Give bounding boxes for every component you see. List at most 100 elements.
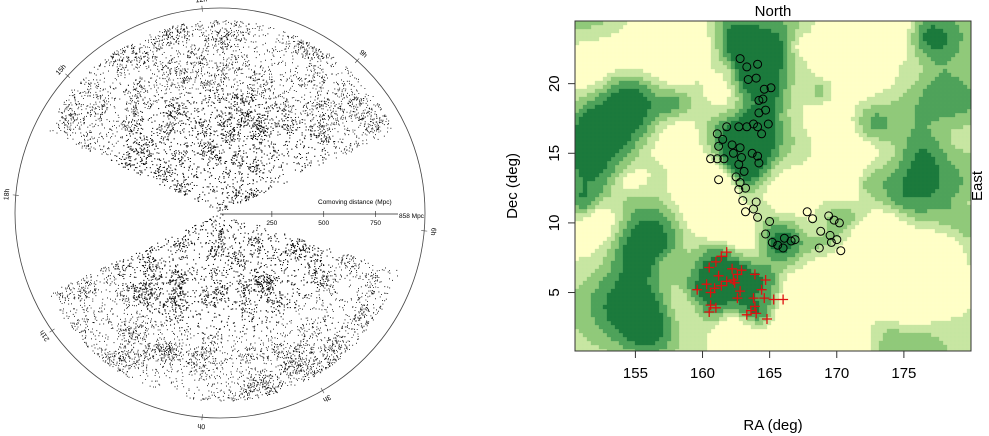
plus-marker bbox=[709, 283, 720, 294]
scale-bar-label: Comoving distance (Mpc) bbox=[318, 199, 392, 206]
ra-tick bbox=[12, 194, 19, 196]
x-tick-label: 175 bbox=[891, 365, 916, 382]
circle-marker bbox=[754, 95, 764, 105]
plus-marker bbox=[748, 293, 759, 304]
circle-marker bbox=[712, 154, 722, 164]
scale-tick-label: 250 bbox=[266, 220, 277, 227]
circle-marker bbox=[734, 185, 744, 194]
plus-marker bbox=[756, 284, 767, 295]
y-tick-label: 15 bbox=[546, 145, 563, 162]
circle-marker bbox=[706, 154, 716, 164]
plus-marker bbox=[741, 309, 752, 320]
ra-tick bbox=[201, 5, 203, 12]
plus-marker bbox=[704, 262, 715, 273]
plus-marker bbox=[704, 307, 715, 317]
circle-marker bbox=[816, 226, 826, 236]
scale-bar-end-label: 858 Mpc bbox=[399, 213, 425, 220]
circle-marker bbox=[834, 218, 844, 228]
circle-marker bbox=[719, 154, 729, 164]
circle-marker bbox=[714, 175, 724, 185]
circle-marker bbox=[832, 235, 842, 245]
ra-label: 9h bbox=[358, 49, 369, 59]
ra-label: 21h bbox=[39, 329, 51, 343]
circle-marker bbox=[743, 75, 753, 84]
circle-marker bbox=[727, 140, 737, 150]
contour-level bbox=[575, 21, 971, 351]
plus-marker bbox=[705, 300, 716, 311]
circle-marker bbox=[778, 243, 788, 253]
plus-marker bbox=[768, 294, 779, 305]
plus-marker bbox=[716, 251, 727, 262]
ra-tick bbox=[65, 73, 71, 79]
x-tick-label: 165 bbox=[757, 365, 782, 382]
right-side-label: East bbox=[969, 170, 986, 201]
plus-marker bbox=[778, 294, 789, 305]
plus-marker bbox=[705, 287, 716, 298]
circle-marker bbox=[734, 122, 744, 132]
scale-tick-label: 750 bbox=[370, 220, 381, 227]
circle-marker bbox=[766, 83, 776, 93]
ra-label: 3h bbox=[322, 393, 332, 403]
plus-marker bbox=[721, 247, 732, 258]
galaxy-points bbox=[49, 20, 398, 402]
x-tick-label: 170 bbox=[824, 365, 849, 382]
circle-marker bbox=[759, 84, 769, 94]
plus-marker bbox=[759, 293, 770, 304]
circle-marker bbox=[735, 54, 745, 64]
plot-title: North bbox=[755, 3, 792, 20]
circle-marker bbox=[747, 148, 757, 158]
circle-marker bbox=[734, 159, 744, 169]
contour-level bbox=[575, 21, 971, 351]
x-tick-label: 160 bbox=[690, 365, 715, 382]
circle-marker bbox=[741, 183, 750, 193]
circle-marker bbox=[763, 119, 773, 129]
data-markers bbox=[692, 54, 846, 324]
plus-marker bbox=[721, 276, 732, 287]
circle-marker bbox=[754, 158, 764, 168]
circle-marker bbox=[753, 212, 763, 222]
ra-tick bbox=[201, 414, 203, 421]
plus-marker bbox=[732, 293, 743, 304]
circle-marker bbox=[735, 178, 745, 187]
contour-plot: 155 160 165 170 175 5 10 15 20 North East RA (de… bbox=[504, 3, 986, 434]
circle-marker bbox=[741, 207, 750, 217]
x-tick-label: 155 bbox=[623, 365, 648, 382]
plus-marker bbox=[728, 275, 739, 285]
circle-marker bbox=[802, 207, 812, 217]
y-tick-label: 20 bbox=[546, 75, 563, 92]
circle-marker bbox=[829, 215, 839, 225]
circle-marker bbox=[739, 166, 749, 176]
plus-marker bbox=[732, 269, 743, 280]
ra-tick bbox=[320, 387, 325, 394]
plus-marker bbox=[762, 314, 772, 324]
plus-marker bbox=[710, 256, 721, 267]
y-tick-label: 10 bbox=[546, 215, 563, 232]
circle-marker bbox=[738, 196, 748, 206]
plus-marker bbox=[701, 279, 712, 290]
circle-marker bbox=[826, 237, 836, 247]
circle-marker bbox=[753, 122, 763, 132]
circle-marker bbox=[728, 148, 738, 158]
plus-marker bbox=[716, 280, 727, 291]
plus-marker bbox=[735, 286, 746, 297]
ra-label: 18h bbox=[3, 188, 11, 200]
y-axis-label: Dec (deg) bbox=[504, 153, 521, 219]
plus-marker bbox=[692, 284, 703, 295]
galaxy-dots bbox=[49, 20, 398, 402]
y-tick-label: 5 bbox=[546, 288, 563, 296]
ra-tick bbox=[354, 58, 360, 64]
wedge-diagram: Comoving distance (Mpc) 858 Mpc 250 500 75… bbox=[3, 0, 437, 430]
plus-marker bbox=[710, 302, 721, 313]
ra-tick bbox=[421, 230, 428, 232]
circle-marker bbox=[767, 237, 777, 247]
circle-marker bbox=[758, 94, 768, 104]
circle-marker bbox=[765, 217, 775, 226]
circle-marker bbox=[714, 141, 724, 151]
density-contours bbox=[575, 21, 971, 351]
scale-tick-label: 500 bbox=[318, 220, 329, 227]
distance-scale-bar: Comoving distance (Mpc) 858 Mpc 250 500 75… bbox=[220, 199, 425, 227]
ra-label: 6h bbox=[429, 227, 437, 235]
circle-marker bbox=[773, 240, 783, 250]
ra-label: 0h bbox=[197, 422, 205, 430]
circle-marker bbox=[753, 59, 763, 69]
